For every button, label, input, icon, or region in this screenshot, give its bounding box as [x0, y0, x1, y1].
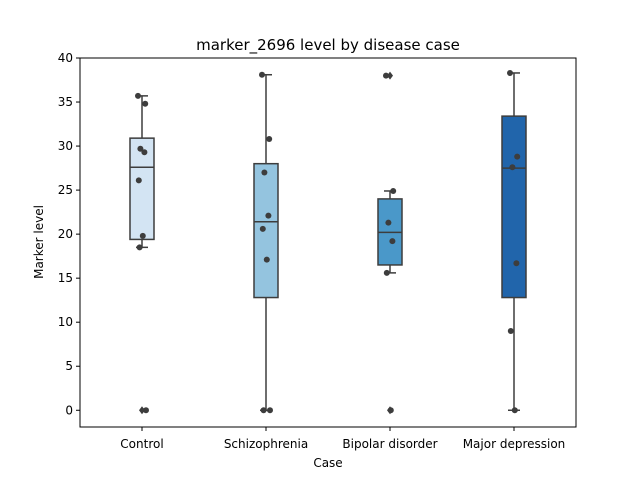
box-group-major-depression	[501, 69, 527, 414]
y-tick-label: 20	[58, 227, 73, 241]
data-point	[135, 92, 141, 99]
data-point	[136, 244, 143, 251]
data-point	[507, 69, 513, 76]
data-point	[390, 187, 397, 194]
data-point	[259, 71, 265, 78]
data-point	[389, 238, 396, 245]
data-point	[513, 260, 520, 267]
y-tick-label: 0	[65, 403, 73, 417]
box-group-bipolar-disorder	[377, 71, 403, 415]
box-group-control	[129, 92, 155, 415]
box-iqr	[253, 162, 279, 299]
outlier-marker	[139, 406, 145, 415]
data-point	[141, 149, 148, 156]
y-tick-label: 10	[58, 315, 73, 329]
data-point	[509, 164, 516, 171]
data-point	[261, 169, 268, 176]
x-axis-label: Case	[313, 456, 342, 470]
x-tick-label: Schizophrenia	[224, 437, 308, 451]
data-point	[511, 407, 518, 414]
chart-title: marker_2696 level by disease case	[196, 36, 460, 55]
data-point	[139, 232, 146, 239]
y-tick-label: 25	[58, 183, 73, 197]
data-point	[135, 177, 142, 184]
box-series	[129, 69, 527, 415]
x-tick-label: Control	[120, 437, 163, 451]
outlier-marker	[387, 71, 393, 80]
data-point	[383, 72, 389, 79]
data-point	[260, 407, 267, 414]
data-point	[265, 212, 272, 219]
data-point	[142, 100, 149, 107]
x-tick-label: Major depression	[463, 437, 566, 451]
box-iqr	[501, 115, 527, 299]
y-axis-label: Marker level	[32, 205, 46, 279]
y-tick-label: 40	[58, 51, 73, 65]
data-point	[267, 407, 273, 414]
data-point	[137, 145, 144, 152]
plot-area-frame	[79, 57, 577, 428]
data-point	[263, 256, 270, 263]
data-point	[143, 407, 149, 414]
x-tick-label: Bipolar disorder	[342, 437, 437, 451]
data-point	[259, 225, 266, 232]
data-point	[387, 407, 394, 414]
y-tick-label: 5	[65, 359, 73, 373]
y-tick-label: 30	[58, 139, 73, 153]
x-axis: Control Schizophrenia Bipolar disorder Majo…	[120, 427, 565, 451]
data-point	[385, 219, 392, 226]
box-group-schizophrenia	[253, 71, 279, 414]
data-point	[514, 153, 521, 160]
y-tick-label: 35	[58, 95, 73, 109]
data-point	[507, 328, 514, 335]
y-axis: 0 5 10 15 20 25 30 35 40	[58, 51, 80, 417]
data-point	[266, 136, 273, 143]
box-iqr	[129, 137, 155, 241]
data-point	[383, 269, 390, 276]
y-tick-label: 15	[58, 271, 73, 285]
